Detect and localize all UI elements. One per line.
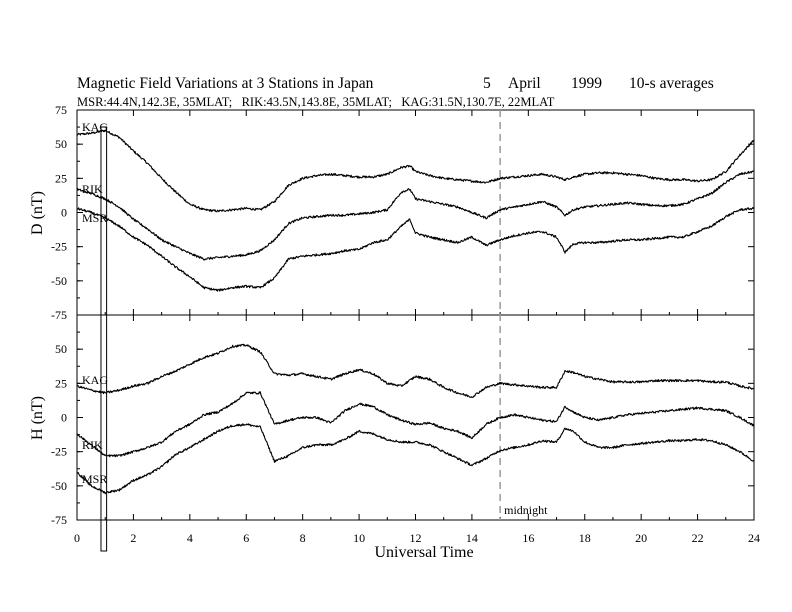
d-axis-title: D (nT): [29, 191, 46, 235]
y-tick-label: 25: [55, 376, 67, 390]
x-tick-label: 6: [243, 531, 249, 545]
y-tick-label: -50: [51, 274, 67, 288]
x-tick-label: 8: [300, 531, 306, 545]
y-tick-label: 50: [55, 137, 67, 151]
h-panel-label-rik: RIK: [82, 438, 103, 452]
h-panel-label-msr: MSR: [82, 472, 107, 486]
series-line-kag-panel-2: [76, 343, 755, 398]
x-axis-title: Universal Time: [374, 544, 473, 561]
y-tick-label: 50: [55, 342, 67, 356]
series-line-rik-panel-1: [76, 170, 755, 261]
series-line-rik-panel-2: [76, 391, 755, 458]
x-tick-label: 14: [466, 531, 478, 545]
y-tick-label: 25: [55, 171, 67, 185]
x-tick-label: 20: [635, 531, 647, 545]
series-line-msr-panel-1: [76, 206, 755, 292]
chart-averaging-label: 10-s averages: [629, 75, 714, 92]
x-tick-label: 22: [692, 531, 704, 545]
chart-title: Magnetic Field Variations at 3 Stations …: [77, 75, 374, 92]
x-tick-label: 16: [522, 531, 534, 545]
x-tick-label: 18: [579, 531, 591, 545]
x-tick-label: 24: [748, 531, 760, 545]
highlight-box: [100, 126, 108, 552]
x-tick-label: 4: [187, 531, 193, 545]
x-tick-label: 12: [410, 531, 422, 545]
y-tick-label: -75: [51, 513, 67, 527]
d-panel-label-kag: KAG: [82, 120, 108, 134]
y-tick-label: -50: [51, 479, 67, 493]
d-panel-label-rik: RIK: [82, 182, 103, 196]
y-tick-label: 0: [61, 411, 67, 425]
series-line-msr-panel-2: [76, 423, 755, 495]
x-tick-label: 10: [353, 531, 365, 545]
series-layer: [76, 129, 755, 495]
chart-date-month: April: [508, 75, 541, 92]
y-tick-label: -75: [51, 308, 67, 322]
y-tick-label: 75: [55, 103, 67, 117]
x-tick-label: 0: [74, 531, 80, 545]
y-tick-label: -25: [51, 240, 67, 254]
d-panel-label-msr: MSR: [82, 211, 107, 225]
chart-subtitle: MSR:44.4N,142.3E, 35MLAT; RIK:43.5N,143.…: [77, 95, 555, 109]
series-line-kag-panel-1: [76, 129, 755, 213]
y-tick-label: -25: [51, 445, 67, 459]
x-tick-label: 2: [130, 531, 136, 545]
h-axis-title: H (nT): [29, 396, 46, 440]
chart-date-day: 5: [483, 75, 491, 92]
chart-date-year: 1999: [571, 75, 602, 92]
y-tick-label: 0: [61, 206, 67, 220]
h-panel-label-kag: KAG: [82, 373, 108, 387]
midnight-label: midnight: [504, 503, 548, 517]
